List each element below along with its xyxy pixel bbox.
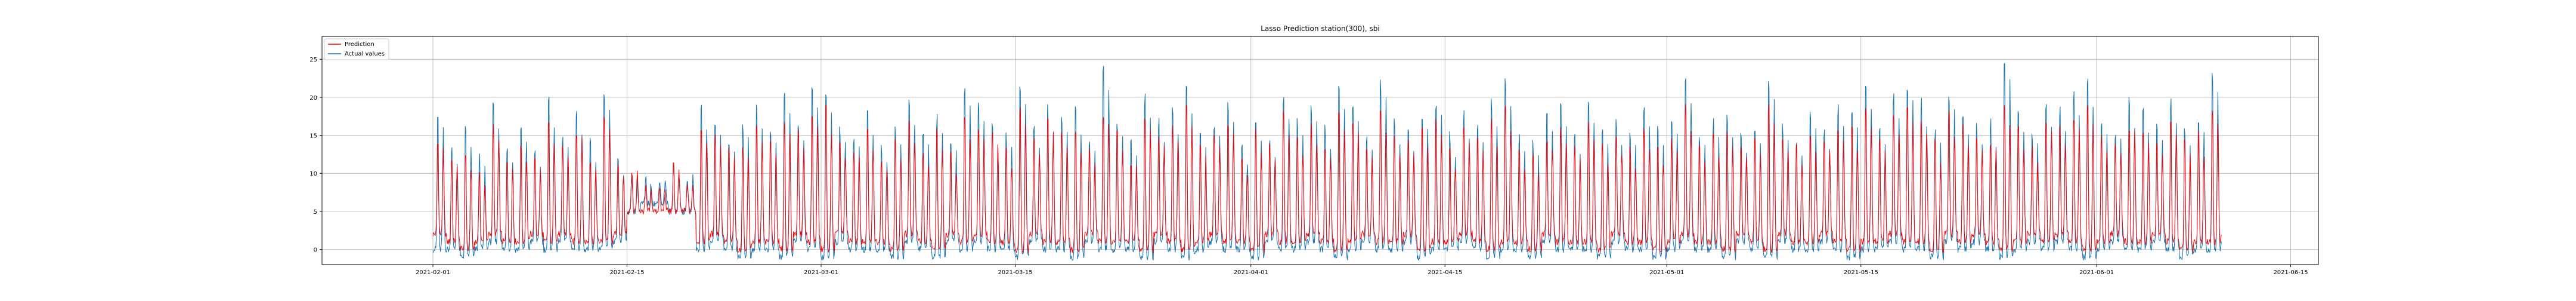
- plot-series: [432, 63, 2222, 261]
- legend-label-actual: Actual values: [345, 51, 385, 57]
- x-tick-label: 2021-05-15: [1844, 269, 1878, 276]
- chart-title: Lasso Prediction station(300), sbi: [1261, 24, 1380, 33]
- x-tick-label: 2021-04-15: [1428, 269, 1462, 276]
- x-tick-label: 2021-06-15: [2273, 269, 2308, 276]
- x-tick-label: 2021-02-15: [609, 269, 644, 276]
- y-tick-label: 15: [309, 133, 317, 140]
- x-tick-label: 2021-02-01: [416, 269, 450, 276]
- y-tick-label: 25: [309, 57, 317, 63]
- x-tick-label: 2021-04-01: [1234, 269, 1268, 276]
- x-tick-label: 2021-06-01: [2079, 269, 2114, 276]
- legend: Prediction Actual values: [324, 38, 389, 60]
- y-tick-label: 10: [309, 171, 317, 177]
- grid-lines: [322, 36, 2318, 265]
- x-tick-label: 2021-03-15: [998, 269, 1032, 276]
- legend-label-prediction: Prediction: [345, 41, 374, 48]
- y-tick-label: 5: [314, 209, 317, 216]
- x-tick-label: 2021-03-01: [804, 269, 838, 276]
- plot-frame: [321, 36, 2319, 265]
- y-tick-label: 20: [309, 95, 317, 102]
- actual-values-line: [432, 63, 2222, 261]
- axis-ticks: 0 5 10 15 20 25 2021-02-01 2021-02-15 2021-03-01…: [309, 57, 2308, 276]
- prediction-line: [432, 103, 2222, 253]
- y-tick-label: 0: [314, 247, 317, 254]
- x-tick-label: 2021-05-01: [1649, 269, 1684, 276]
